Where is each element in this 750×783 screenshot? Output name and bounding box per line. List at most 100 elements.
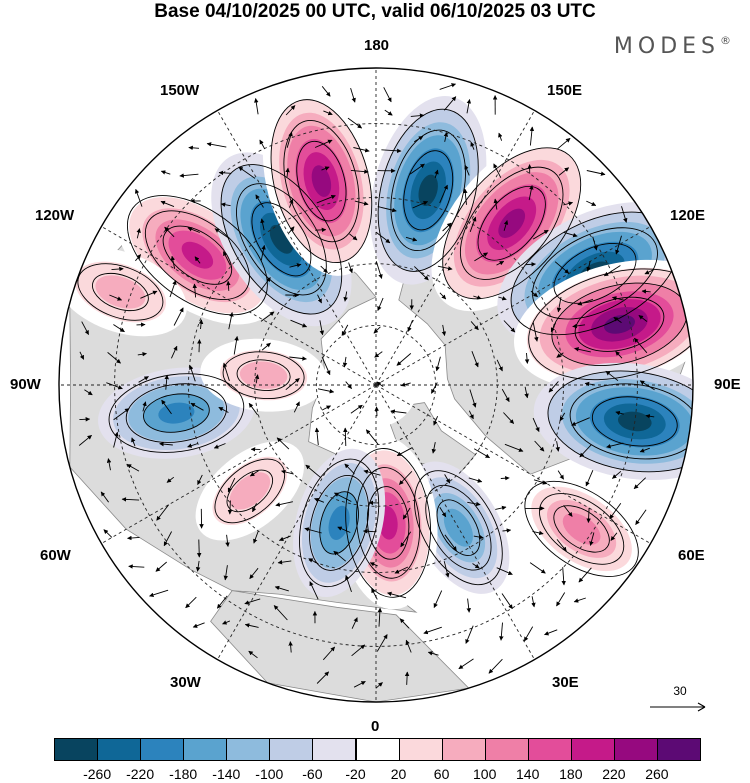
wind-vector	[285, 378, 300, 391]
wind-vector	[316, 671, 330, 684]
anomaly-level	[498, 208, 526, 238]
wind-vector	[341, 324, 349, 336]
label-lon-150w: 150W	[160, 82, 200, 99]
wind-vector	[439, 507, 447, 518]
wind-vector	[434, 169, 439, 179]
label-lon-0: 0	[371, 718, 380, 735]
wind-vector	[196, 539, 202, 558]
wind-vector	[558, 167, 570, 176]
wind-vector	[343, 427, 348, 447]
wind-vector	[317, 294, 322, 304]
wind-vector	[248, 402, 258, 416]
wind-vector	[363, 469, 381, 476]
wind-vector	[532, 530, 544, 536]
wind-vector	[574, 347, 591, 353]
wind-vector	[113, 324, 125, 333]
wind-vector	[431, 382, 438, 394]
wind-vector	[374, 406, 379, 417]
wind-vector	[320, 265, 328, 273]
wind-vector	[413, 266, 429, 281]
wind-vector	[524, 386, 529, 399]
wind-vector	[155, 561, 167, 572]
wind-vector	[286, 131, 293, 148]
wind-vector	[402, 507, 411, 520]
wind-vector	[305, 464, 322, 479]
wind-vector	[466, 98, 472, 114]
wind-vector	[400, 382, 411, 387]
wind-vector	[156, 504, 170, 521]
wind-vector	[258, 277, 271, 294]
label-lon-180: 180	[364, 37, 390, 54]
wind-vector	[238, 166, 256, 179]
contour-line	[108, 373, 245, 453]
wind-vector	[218, 170, 232, 176]
anomaly-level	[95, 275, 146, 309]
wind-vector	[254, 374, 260, 384]
wind-vector	[261, 342, 271, 351]
wind-vector	[556, 137, 571, 150]
wind-vector	[197, 339, 202, 353]
wind-vector	[458, 658, 474, 670]
wind-vector	[498, 296, 507, 301]
polar-stereographic-map	[58, 67, 694, 703]
wind-vector	[427, 651, 439, 656]
wind-vector	[140, 290, 158, 299]
wind-vector	[376, 634, 388, 652]
wind-vector	[493, 163, 502, 178]
colorbar-tick-label: 180	[559, 766, 583, 782]
contour-line	[553, 505, 610, 553]
contour-line	[220, 164, 343, 315]
wind-vector	[276, 437, 290, 450]
wind-vector	[135, 254, 142, 262]
wind-vector	[314, 427, 320, 446]
wind-vector	[350, 169, 369, 174]
wind-vector	[206, 142, 227, 148]
latitude-circle	[114, 123, 638, 647]
wind-vector	[433, 416, 439, 426]
wind-vector	[639, 380, 655, 391]
wind-vector	[400, 531, 412, 548]
wind-vector	[496, 359, 503, 372]
wind-vector	[396, 447, 413, 457]
anomaly-level	[311, 165, 332, 197]
wind-vector	[281, 469, 294, 475]
contour-group	[220, 164, 343, 315]
wind-vector	[192, 622, 205, 628]
colorbar-swatch	[656, 738, 701, 761]
wind-vector	[442, 222, 452, 232]
wind-vector	[285, 105, 296, 116]
contour-line	[403, 150, 454, 231]
wind-vector	[488, 658, 503, 674]
wind-vector	[277, 559, 292, 565]
meridian	[375, 384, 651, 544]
wind-vector	[556, 352, 564, 358]
wind-vector	[169, 280, 177, 298]
wind-vector	[544, 629, 558, 636]
wind-vector	[503, 220, 509, 231]
wind-vector	[121, 497, 140, 502]
wind-vector	[532, 417, 540, 433]
wind-vector	[563, 505, 573, 517]
wind-vector	[444, 534, 457, 552]
wind-vector	[344, 463, 355, 475]
wind-vector	[350, 404, 363, 414]
colorbar-swatch	[441, 738, 486, 761]
contour-line	[553, 243, 637, 304]
wind-vector	[523, 626, 534, 642]
wind-vector	[579, 444, 592, 458]
meridian	[101, 226, 377, 386]
wind-vector	[532, 229, 549, 240]
meridian	[217, 384, 377, 660]
colorbar-swatch	[226, 738, 271, 761]
wind-vector	[220, 202, 231, 207]
wind-vector	[218, 406, 229, 413]
wind-vector	[639, 447, 650, 453]
wind-vector	[244, 598, 261, 605]
wind-vector	[113, 408, 130, 421]
wind-vector	[532, 322, 539, 342]
wind-vector	[109, 294, 123, 301]
anomaly-level	[562, 513, 601, 545]
positive-anomaly	[200, 338, 327, 412]
wind-vector	[501, 388, 510, 403]
wind-vector	[113, 431, 119, 448]
